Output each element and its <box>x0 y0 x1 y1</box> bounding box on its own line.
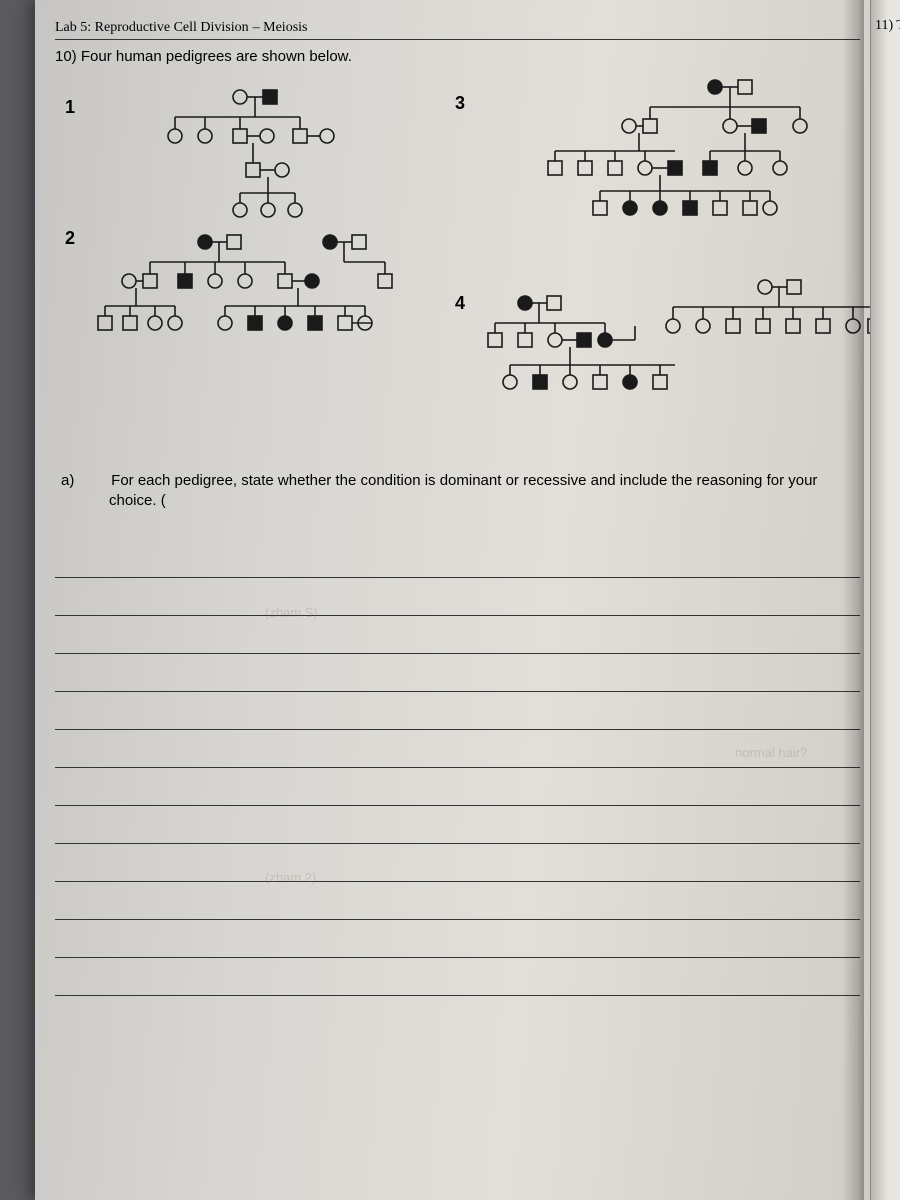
question-10: 10) Four human pedigrees are shown below… <box>55 48 860 65</box>
sub-question-label: a) <box>85 471 107 491</box>
answer-line <box>55 920 860 958</box>
answer-line <box>55 882 860 920</box>
pedigree-2 <box>85 228 455 428</box>
pedigree-label-4: 4 <box>455 293 465 314</box>
answer-line <box>55 844 860 882</box>
answer-line <box>55 578 860 616</box>
lab-header: Lab 5: Reproductive Cell Division – Meio… <box>55 20 860 40</box>
sub-question-text: For each pedigree, state whether the con… <box>109 472 817 509</box>
answer-line <box>55 958 860 996</box>
answer-line <box>55 654 860 692</box>
ghost-text: (zham 2) <box>265 870 316 885</box>
lab-subtitle: – Meiosis <box>253 20 308 36</box>
answer-line <box>55 806 860 844</box>
lab-title: Lab 5: Reproductive Cell Division <box>55 20 249 36</box>
ghost-text: (zham S) <box>265 605 318 620</box>
question-number: 10) <box>55 48 77 65</box>
sub-question-a: a) For each pedigree, state whether the … <box>85 471 860 512</box>
ghost-text: normal hair? <box>735 745 807 760</box>
answer-line <box>55 540 860 578</box>
answer-lines <box>55 540 860 996</box>
worksheet-page: Lab 5: Reproductive Cell Division – Meio… <box>35 0 880 1200</box>
pedigree-label-3: 3 <box>455 93 465 114</box>
pedigree-container: 1 2 3 4 <box>55 73 860 463</box>
pedigree-label-1: 1 <box>65 97 75 118</box>
answer-line <box>55 692 860 730</box>
pedigree-4 <box>475 273 895 453</box>
pedigree-label-2: 2 <box>65 228 75 249</box>
answer-line <box>55 616 860 654</box>
next-question-number: 11) T <box>875 18 900 33</box>
answer-line <box>55 768 860 806</box>
pedigree-3 <box>500 73 860 263</box>
facing-page-edge: 11) T <box>870 0 900 1200</box>
question-text: Four human pedigrees are shown below. <box>81 48 352 65</box>
pedigree-1 <box>130 83 350 223</box>
